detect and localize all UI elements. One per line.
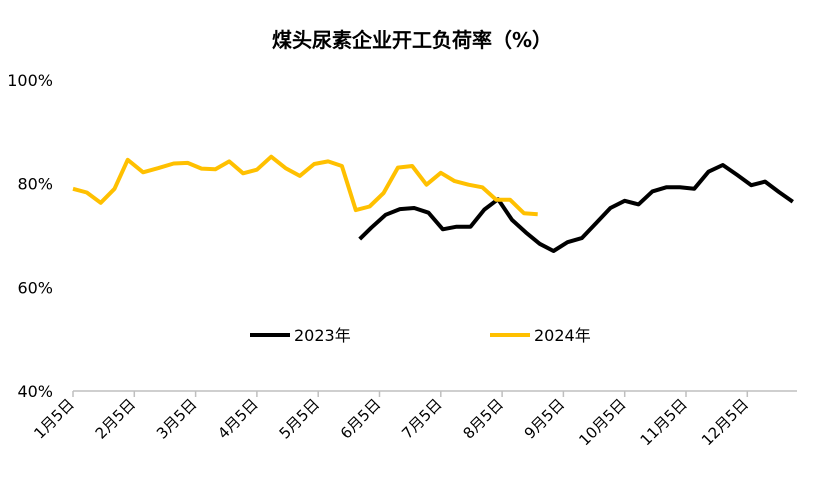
- series-line-y2023: [358, 163, 794, 253]
- x-tick-label: 9月5日: [521, 395, 568, 442]
- x-tick-label: 5月5日: [276, 395, 323, 442]
- x-tick-label: 12月5日: [698, 395, 752, 449]
- x-tick-label: 11月5日: [637, 395, 691, 449]
- y-tick-label: 40%: [17, 382, 53, 401]
- x-tick-label: 7月5日: [398, 395, 445, 442]
- x-tick-label: 4月5日: [214, 395, 261, 442]
- x-tick-label: 3月5日: [153, 395, 200, 442]
- chart-title: 煤头尿素企业开工负荷率（%）: [272, 28, 552, 52]
- x-tick-label: 2月5日: [92, 395, 139, 442]
- x-tick-label: 1月5日: [30, 395, 77, 442]
- legend-label: 2023年: [294, 326, 351, 345]
- legend-label: 2024年: [534, 326, 591, 345]
- legend: 2023年 2024年: [250, 326, 591, 345]
- y-tick-label: 100%: [7, 71, 53, 90]
- y-axis-ticks: 40% 60% 80% 100%: [7, 71, 53, 401]
- x-tick-label: 8月5日: [459, 395, 506, 442]
- x-tick-label: 10月5日: [575, 395, 629, 449]
- series-lines: [72, 154, 794, 253]
- y-tick-label: 60%: [17, 278, 53, 297]
- x-axis-ticks: 1月5日 2月5日 3月5日 4月5日 5月5日 6月5日 7月5日 8月5日 9月5日 10月5…: [30, 391, 752, 449]
- y-tick-label: 80%: [17, 175, 53, 194]
- series-line-y2024: [72, 154, 538, 217]
- x-tick-label: 6月5日: [337, 395, 384, 442]
